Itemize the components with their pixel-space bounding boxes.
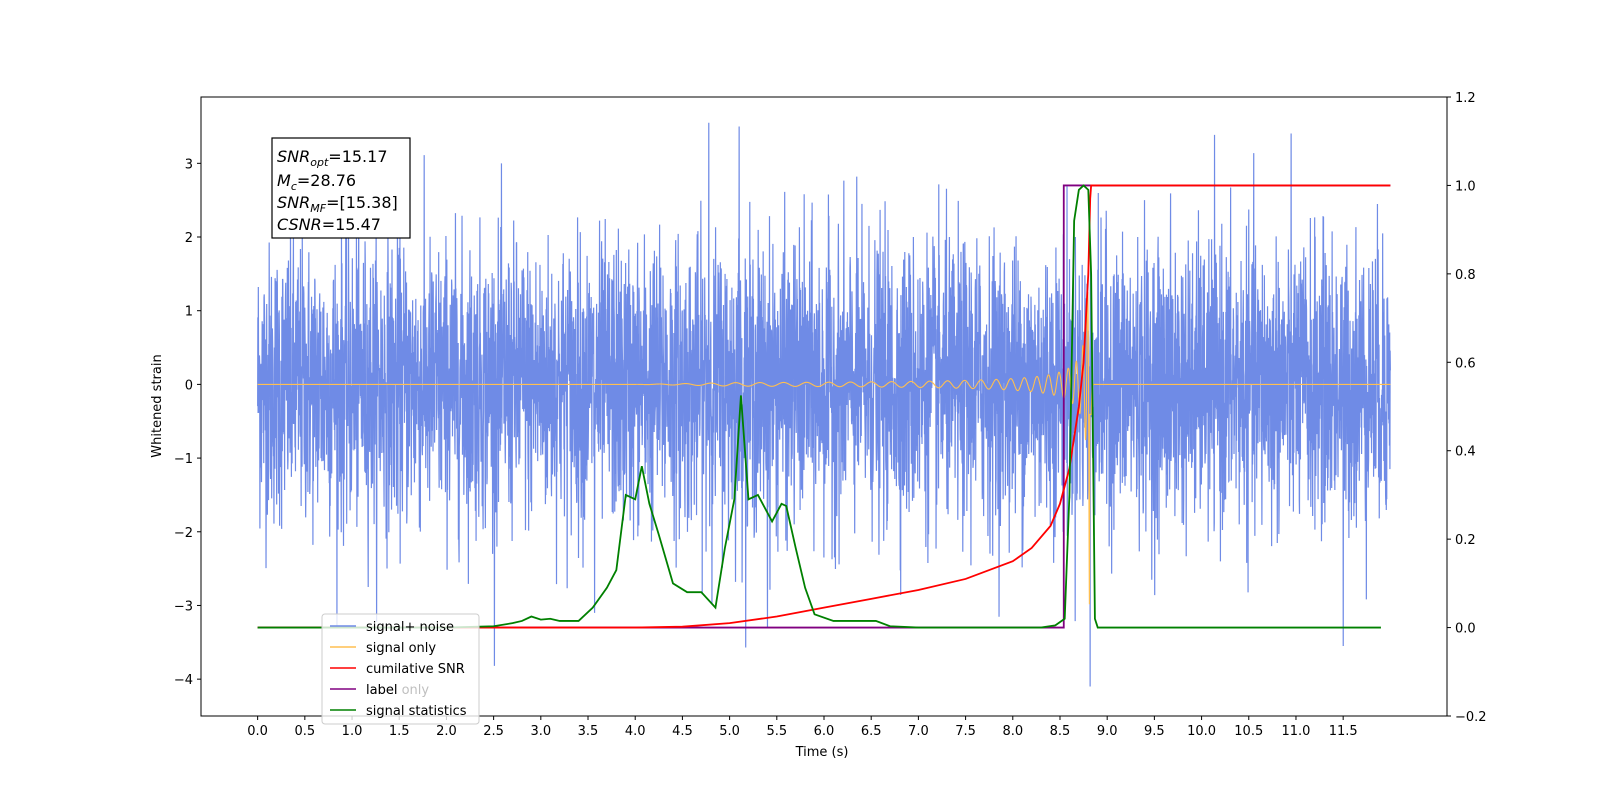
y2-tick-label: 0.2 [1455,533,1476,548]
x-tick-label: 4.5 [672,724,693,739]
y-tick-label: −1 [174,452,193,467]
x-tick-label: 6.5 [861,724,882,739]
mc-line: Mc=28.76 [277,171,356,193]
x-axis-title: Time (s) [795,745,849,760]
csnr-line: CSNR=15.47 [277,215,381,234]
x-tick-label: 1.5 [389,724,410,739]
x-tick-label: 6.0 [814,724,835,739]
x-tick-label: 11.0 [1281,724,1310,739]
y-tick-label: −2 [174,526,193,541]
y-tick-label: 1 [185,305,193,320]
x-tick-label: 9.5 [1144,724,1165,739]
x-tick-label: 7.5 [955,724,976,739]
x-tick-label: 0.0 [247,724,268,739]
y2-tick-label: −0.2 [1455,710,1487,725]
legend-label-label: label [366,683,397,698]
series-signal-statistics [257,184,1381,629]
y-axis-title: Whitened strain [150,354,165,457]
legend-label-signal-noise: signal+ noise [366,620,454,635]
x-tick-label: 2.0 [436,724,457,739]
series-cumulative-snr [257,184,1391,629]
y-tick-label: 0 [185,378,193,393]
x-tick-label: 11.5 [1329,724,1358,739]
x-axis: 0.0 0.5 1.0 1.5 2.0 2.5 3.0 3.5 4.0 4.5 5.0 5.5 6.0 6… [247,716,1358,739]
legend-label-signal-statistics: signal statistics [366,704,467,719]
x-tick-label: 2.5 [483,724,504,739]
y2-tick-label: 1.2 [1455,91,1476,106]
x-tick-label: 0.5 [294,724,315,739]
y-axis-left: −4 −3 −2 −1 0 1 2 3 [174,157,201,688]
y-tick-label: 3 [185,157,193,172]
info-box-frame [271,137,411,239]
snr-opt-line: SNRopt=15.17 [277,147,388,169]
legend: signal+ noise signal only cumilative SNR… [321,613,480,725]
x-tick-label: 10.5 [1234,724,1263,739]
legend-frame [321,613,480,725]
legend-label-cumulative-snr: cumilative SNR [366,662,465,677]
y2-tick-label: 0.0 [1455,622,1476,637]
y2-tick-label: 0.4 [1455,445,1476,460]
x-tick-label: 8.5 [1050,724,1071,739]
y2-tick-label: 1.0 [1455,179,1476,194]
y-tick-label: −3 [174,599,193,614]
y-tick-label: −4 [174,673,193,688]
plot-area [257,122,1391,687]
x-tick-label: 5.0 [719,724,740,739]
snr-mf-line: SNRMF=[15.38] [277,193,398,215]
x-tick-label: 3.5 [578,724,599,739]
legend-label-signal-only: signal only [366,641,436,656]
y2-tick-label: 0.6 [1455,356,1476,371]
y2-tick-label: 0.8 [1455,268,1476,283]
x-tick-label: 4.0 [625,724,646,739]
series-signal-noise [257,122,1391,687]
info-box: SNRopt=15.17 Mc=28.76 SNRMF=[15.38] CSNR… [271,137,411,239]
x-tick-label: 3.0 [530,724,551,739]
legend-label-label-only: label only [366,683,429,698]
y-axis-right: −0.2 0.0 0.2 0.4 0.6 0.8 1.0 1.2 [1447,91,1487,725]
x-tick-label: 5.5 [766,724,787,739]
y-tick-label: 2 [185,231,193,246]
x-tick-label: 9.0 [1097,724,1118,739]
x-tick-label: 7.0 [908,724,929,739]
series-signal-only [257,291,1391,605]
x-tick-label: 1.0 [342,724,363,739]
x-tick-label: 8.0 [1002,724,1023,739]
x-tick-label: 10.0 [1187,724,1216,739]
